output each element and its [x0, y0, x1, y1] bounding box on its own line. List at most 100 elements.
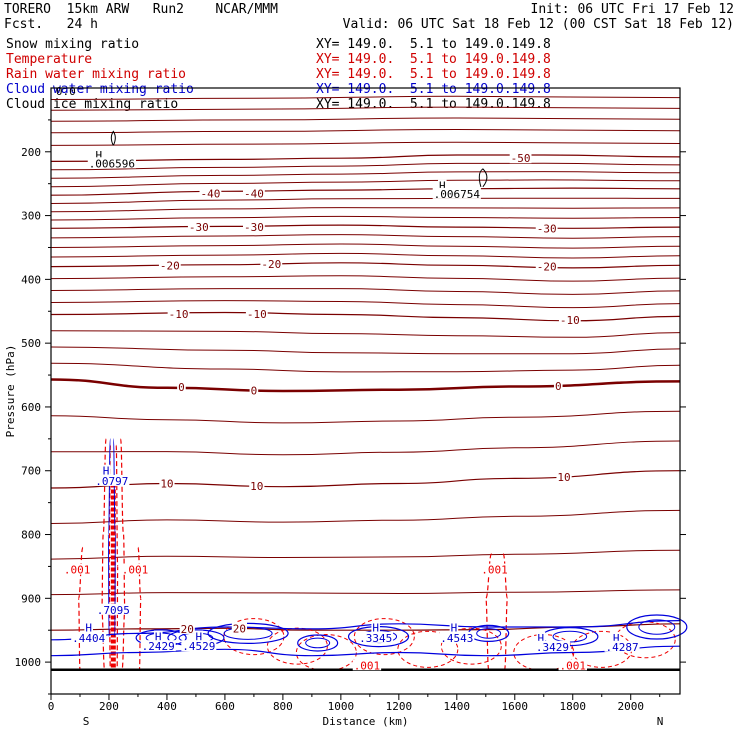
rain-label-bg	[120, 563, 150, 575]
isotherm-minor	[50, 207, 681, 213]
cloud-water-label-bg	[140, 640, 176, 652]
isotherm-label-bg	[249, 384, 259, 396]
y-tick-label: 900	[21, 592, 41, 605]
cloud-water-label: H	[372, 622, 379, 635]
field-name-cloud-ice: Cloud ice mixing ratio	[6, 97, 179, 112]
y-tick-label: 500	[21, 337, 41, 350]
cloud-water-label: H	[538, 632, 545, 645]
cloud-water-label: H	[103, 465, 110, 478]
rain-contour	[397, 630, 459, 668]
y-tick-label: 700	[21, 465, 41, 478]
isotherm-label: -40	[244, 187, 264, 200]
isotherm-label-bg	[179, 622, 195, 634]
cloud-water-label: H	[196, 631, 203, 644]
cloud-water-label-bg	[611, 631, 621, 643]
rain-contour	[223, 618, 285, 656]
isotherm-label-bg	[231, 622, 248, 634]
cloud-water-contour	[50, 645, 681, 657]
isotherm-label-bg	[535, 260, 558, 272]
isotherm-label: 10	[160, 477, 173, 490]
isotherm-label-bg	[243, 221, 265, 233]
cloud-water-label-bg	[71, 631, 107, 643]
y-tick-label: 300	[21, 210, 41, 223]
cloud-water-contour	[468, 624, 510, 643]
snow-label: H	[96, 149, 103, 162]
cloud-water-contour	[207, 622, 289, 645]
isotherm-label-bg	[556, 471, 572, 483]
cloud-water-label-bg	[181, 640, 217, 652]
rain-label-bg	[558, 659, 587, 671]
cloud-water-contour	[223, 626, 273, 640]
field-name-rain: Rain water mixing ratio	[6, 67, 187, 82]
isotherm-minor	[50, 410, 681, 424]
isotherm--40	[50, 187, 681, 196]
isotherm-label: -10	[560, 314, 580, 327]
isotherm-minor	[50, 549, 681, 560]
snow-label: .006596	[89, 157, 135, 170]
isotherm-minor	[50, 509, 681, 524]
isotherm--10	[50, 311, 681, 322]
isotherm-label: -30	[537, 222, 557, 235]
x-tick-label: 1800	[560, 700, 587, 713]
isotherm-label: -10	[169, 308, 189, 321]
isotherm-label: 0	[555, 380, 562, 393]
isotherm-label-bg	[243, 187, 265, 199]
y-tick-label: 1000	[15, 656, 42, 669]
rain-label: .001	[354, 659, 381, 672]
field-xy-rain: XY= 149.0. 5.1 to 149.0.149.8	[316, 67, 551, 82]
snow-contour	[110, 130, 116, 146]
cloud-water-contour	[638, 619, 676, 635]
cloud-water-label-bg	[95, 603, 131, 615]
isotherm-0	[50, 378, 681, 393]
isotherm-minor	[50, 141, 681, 146]
isotherm-label-bg	[199, 187, 222, 199]
isotherm-minor	[50, 288, 681, 295]
isotherm-minor	[50, 106, 681, 111]
cloud-water-label: H	[155, 631, 162, 644]
isotherm--20	[50, 262, 681, 269]
cloud-water-label: .7095	[97, 604, 130, 617]
cloud-water-label-bg	[84, 621, 93, 633]
rain-contour	[266, 627, 328, 665]
isotherm-minor	[50, 300, 681, 309]
isotherm-label-bg	[158, 259, 181, 271]
x-tick-label: 1600	[502, 700, 529, 713]
x-tick-label: 200	[99, 700, 119, 713]
cloud-water-label: H	[613, 632, 620, 645]
isotherm-minor	[50, 128, 681, 134]
cloud-water-label-bg	[371, 621, 380, 633]
y-axis-label: Pressure (hPa)	[4, 345, 17, 438]
snow-label: .006754	[434, 188, 481, 201]
init-time: Init: 06 UTC Fri 17 Feb 12	[530, 2, 735, 17]
isotherm-label-bg	[159, 477, 175, 489]
isotherm-label-bg	[249, 480, 265, 492]
cloud-water-contour	[305, 637, 331, 649]
isotherm-label: 20	[233, 622, 246, 635]
isotherm-label: -40	[200, 187, 220, 200]
cloud-water-contour	[112, 438, 118, 638]
snow-label-bg	[94, 148, 104, 160]
isotherm-minor	[50, 243, 681, 249]
valid-time: Valid: 06 UTC Sat 18 Feb 12 (00 CST Sat …	[342, 17, 734, 32]
rain-contour	[440, 627, 502, 665]
cloud-water-label: .0797	[95, 475, 128, 488]
cloud-water-label: .4529	[182, 640, 215, 653]
direction-north: N	[657, 715, 664, 728]
isotherm-minor	[50, 171, 681, 179]
isotherm-label: -30	[189, 221, 209, 234]
snow-label-bg	[438, 179, 447, 191]
isotherm-label: 0	[251, 384, 258, 397]
field-xy-snow: XY= 149.0. 5.1 to 149.0.149.8	[316, 37, 551, 52]
model-title: TORERO 15km ARW Run2 NCAR/MMM	[4, 2, 278, 17]
isotherm-label-bg	[167, 307, 190, 319]
field-name-temperature: Temperature	[6, 52, 93, 67]
isotherm-minor	[50, 197, 681, 204]
cloud-water-label-bg	[449, 621, 459, 633]
x-tick-label: 1000	[328, 700, 355, 713]
isotherm-minor	[50, 95, 681, 100]
field-xy-cloud-water: XY= 149.0. 5.1 to 149.0.149.8	[316, 82, 551, 97]
rain-label: .001	[481, 564, 508, 577]
cloud-water-label-bg	[604, 640, 640, 652]
x-tick-label: 1400	[444, 700, 471, 713]
